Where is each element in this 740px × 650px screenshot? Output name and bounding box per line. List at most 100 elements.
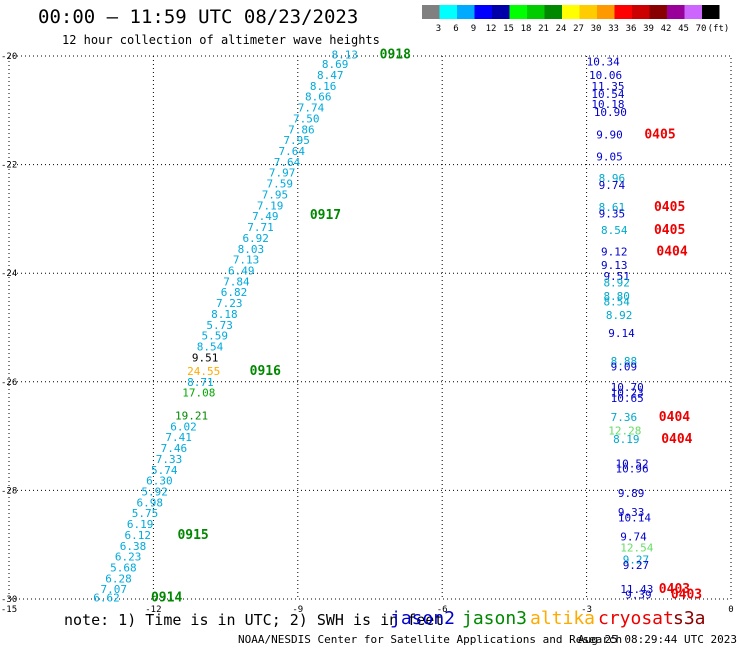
lon-tick-label: -3	[581, 605, 592, 615]
page-subtitle: 12 hour collection of altimeter wave hei…	[62, 33, 380, 47]
wave-height-label: 12.54	[620, 541, 653, 554]
wave-height-label: 9.74	[599, 179, 626, 192]
wave-height-label: 5.74	[151, 464, 178, 477]
lon-tick-label: 0	[728, 605, 733, 615]
wave-height-label: 10.34	[587, 55, 620, 68]
wave-height-label: 8.54	[603, 295, 630, 308]
wave-height-label: 9.39	[625, 589, 652, 602]
scale-swatch	[597, 5, 615, 19]
wave-height-label: 7.19	[257, 199, 284, 212]
wave-height-label: 5.75	[132, 507, 159, 520]
wave-height-label: 10.70	[611, 381, 644, 394]
lat-tick-label: -30	[1, 595, 17, 605]
scale-swatch	[684, 5, 702, 19]
scale-swatch	[509, 5, 527, 19]
wave-height-label: 10.90	[594, 106, 627, 119]
wave-height-label: 8.92	[606, 309, 633, 322]
scale-swatch	[457, 5, 475, 19]
lon-tick-label: -9	[292, 605, 303, 615]
wave-height-label: 8.66	[305, 91, 332, 104]
scale-swatch	[492, 5, 510, 19]
scale-label: 30	[591, 24, 602, 34]
wave-height-label: 7.36	[611, 411, 638, 424]
scale-label: 3	[436, 24, 441, 34]
time-label: 0918	[380, 47, 411, 62]
scale-swatch	[562, 5, 580, 19]
scale-swatch	[614, 5, 632, 19]
wave-height-label: 8.96	[599, 172, 626, 185]
wave-height-label: 9.51	[603, 270, 630, 283]
wave-height-label: 8.61	[599, 201, 626, 214]
legend-cryosat: cryosat	[598, 608, 674, 629]
wave-height-label: 7.50	[293, 112, 320, 125]
scale-swatch	[667, 5, 685, 19]
time-label: 0915	[177, 528, 208, 543]
wave-height-label: 7.64	[274, 156, 301, 169]
wave-height-label: 6.02	[170, 420, 197, 433]
scale-label: 42	[661, 24, 672, 34]
wave-height-label: 6.19	[127, 518, 154, 531]
wave-height-label: 5.73	[206, 319, 233, 332]
wave-height-label: 9.14	[608, 327, 635, 340]
wave-height-label: 11.43	[620, 583, 653, 596]
wave-height-label: 7.07	[100, 583, 127, 596]
legend-jason3: jason3	[462, 608, 528, 629]
legend-altika: altika	[530, 608, 596, 629]
lat-tick-label: -22	[1, 161, 17, 171]
wave-height-label: 9.05	[596, 150, 623, 163]
wave-height-label: 7.84	[223, 275, 250, 288]
footer-credit: NOAA/NESDIS Center for Satellite Applica…	[238, 633, 623, 646]
wave-height-label: 6.82	[221, 286, 248, 299]
scale-swatch	[632, 5, 650, 19]
scale-label: 6	[453, 24, 458, 34]
wave-height-label: 7.95	[262, 188, 289, 201]
wave-height-label: 9.51	[192, 351, 219, 364]
legend-note: note: 1) Time is in UTC; 2) SWH is in fe…	[64, 611, 444, 629]
wave-height-label: 17.08	[182, 387, 215, 400]
scale-label: (ft)	[708, 24, 730, 34]
wave-height-label: 8.92	[603, 276, 630, 289]
time-label: 0403	[671, 588, 702, 603]
scale-label: 36	[626, 24, 637, 34]
scale-label: 45	[678, 24, 689, 34]
wave-height-label: 7.33	[156, 453, 183, 466]
scale-label: 27	[573, 24, 584, 34]
legend-jason2: jason2	[390, 608, 456, 629]
scale-swatch	[422, 5, 440, 19]
wave-height-label: 6.98	[137, 496, 164, 509]
wave-height-label: 6.30	[146, 475, 173, 488]
scale-swatch	[544, 5, 562, 19]
wave-height-label: 10.23	[611, 387, 644, 400]
wave-height-label: 7.64	[279, 145, 306, 158]
wave-height-label: 10.65	[611, 392, 644, 405]
time-label: 0405	[654, 223, 685, 238]
scale-label: 15	[503, 24, 514, 34]
scale-swatch	[579, 5, 597, 19]
wave-height-label: 8.19	[613, 433, 640, 446]
wave-height-label: 10.06	[589, 69, 622, 82]
wave-height-label: 7.49	[252, 210, 279, 223]
wave-height-label: 5.92	[141, 485, 168, 498]
wave-height-label: 12.28	[608, 425, 641, 438]
time-label: 0403	[659, 582, 690, 597]
wave-height-label: 7.13	[233, 254, 260, 267]
wave-height-label: 7.46	[161, 442, 188, 455]
lat-tick-label: -26	[1, 378, 17, 388]
scale-swatch	[527, 5, 545, 19]
lon-tick-label: -15	[1, 605, 17, 615]
wave-height-label: 9.74	[620, 531, 647, 544]
wave-height-label: 7.23	[216, 297, 243, 310]
time-label: 0914	[151, 590, 182, 605]
wave-height-label: 10.18	[591, 98, 624, 111]
wave-height-label: 9.12	[601, 245, 628, 258]
wave-height-label: 8.03	[238, 243, 265, 256]
wave-height-label: 9.33	[618, 506, 645, 519]
scale-swatch	[649, 5, 667, 19]
wave-height-label: 6.23	[115, 551, 142, 564]
time-label: 0404	[656, 244, 687, 259]
wave-height-label: 6.92	[242, 232, 268, 245]
scale-label: 21	[538, 24, 549, 34]
wave-height-label: 5.68	[110, 562, 137, 575]
time-label: 0404	[659, 410, 690, 425]
